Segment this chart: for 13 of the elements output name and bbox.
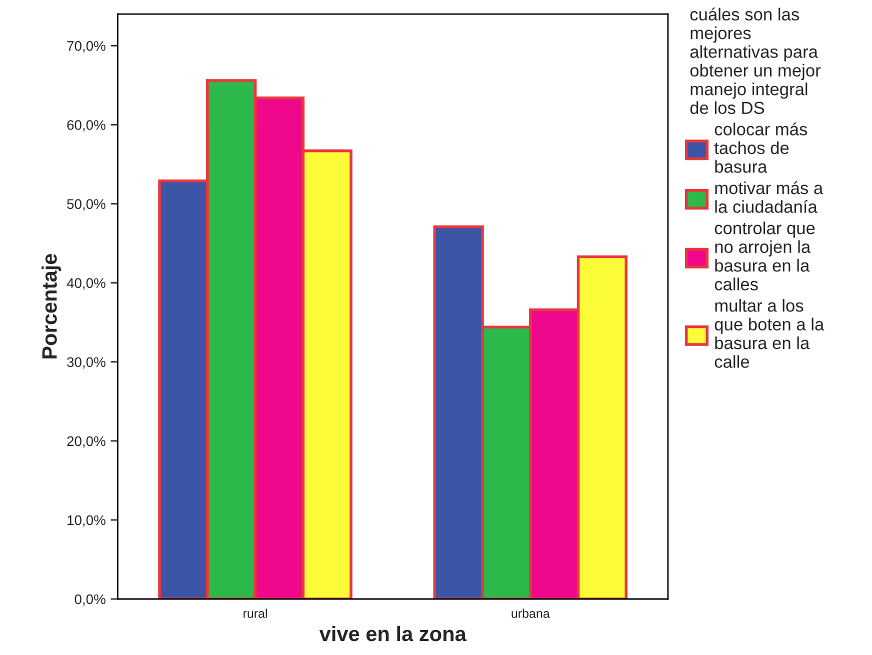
y-tick-label: 10,0% xyxy=(68,515,106,527)
y-tick-label: 40,0% xyxy=(66,278,106,290)
y-tick-label: 70,0% xyxy=(67,41,106,53)
x-axis-title: vive en la zona xyxy=(319,626,466,642)
y-tick-label: 30,0% xyxy=(67,357,106,369)
x-tick-label: rural xyxy=(244,608,267,618)
y-tick-label: 20,0% xyxy=(67,436,106,448)
legend-label: multar a los que boten a la basura en la calle xyxy=(714,299,824,368)
y-tick-label: 60,0% xyxy=(67,120,106,132)
x-tick-label: urbana xyxy=(512,608,550,618)
y-tick-label: 0,0% xyxy=(74,594,106,606)
y-tick-label: 50,0% xyxy=(67,199,106,211)
y-axis-title: Porcentaje xyxy=(42,254,61,358)
